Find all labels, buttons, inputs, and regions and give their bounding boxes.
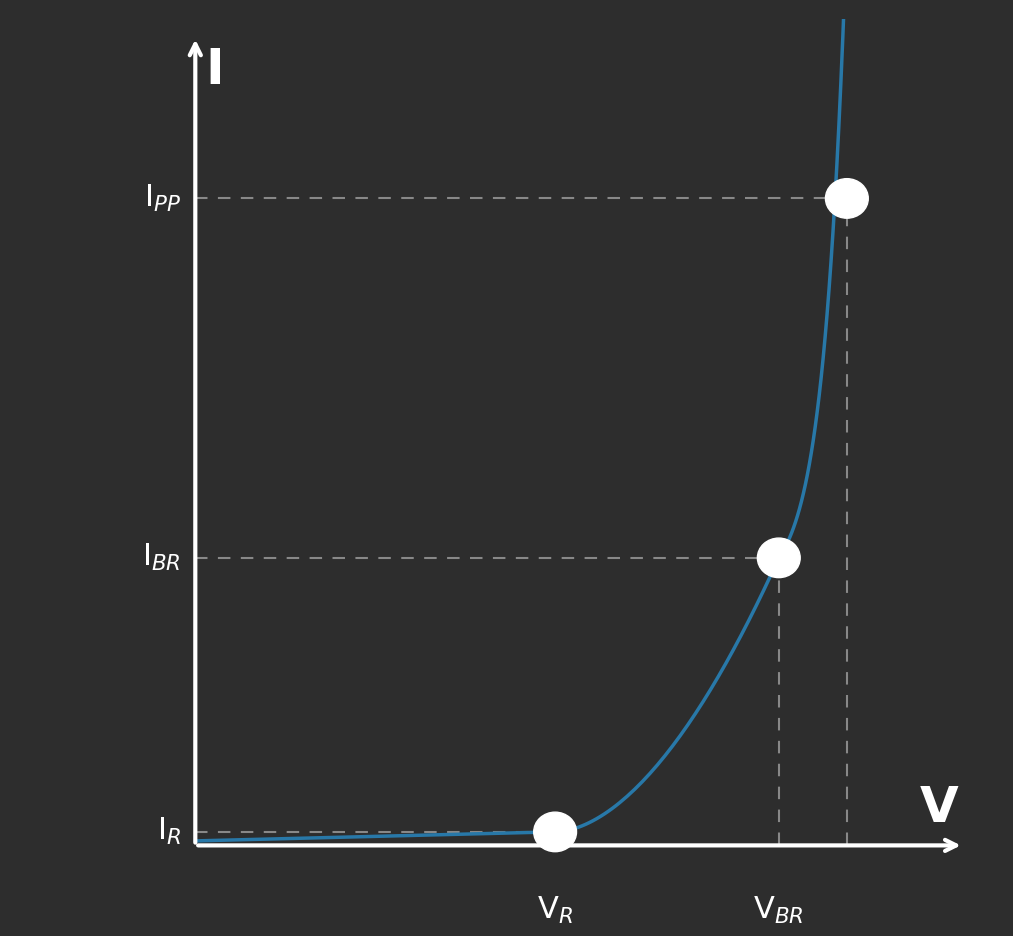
Text: I$_{R}$: I$_{R}$ [157,816,180,847]
Circle shape [758,538,800,578]
Text: V$_{BR}$: V$_{BR}$ [754,895,804,926]
Text: V$_{R}$: V$_{R}$ [537,895,573,926]
Circle shape [534,812,576,852]
Text: V: V [920,784,958,832]
Text: I$_{BR}$: I$_{BR}$ [142,542,180,574]
Text: I$_{PP}$: I$_{PP}$ [144,183,180,214]
Text: I: I [205,46,224,94]
Circle shape [826,179,868,218]
